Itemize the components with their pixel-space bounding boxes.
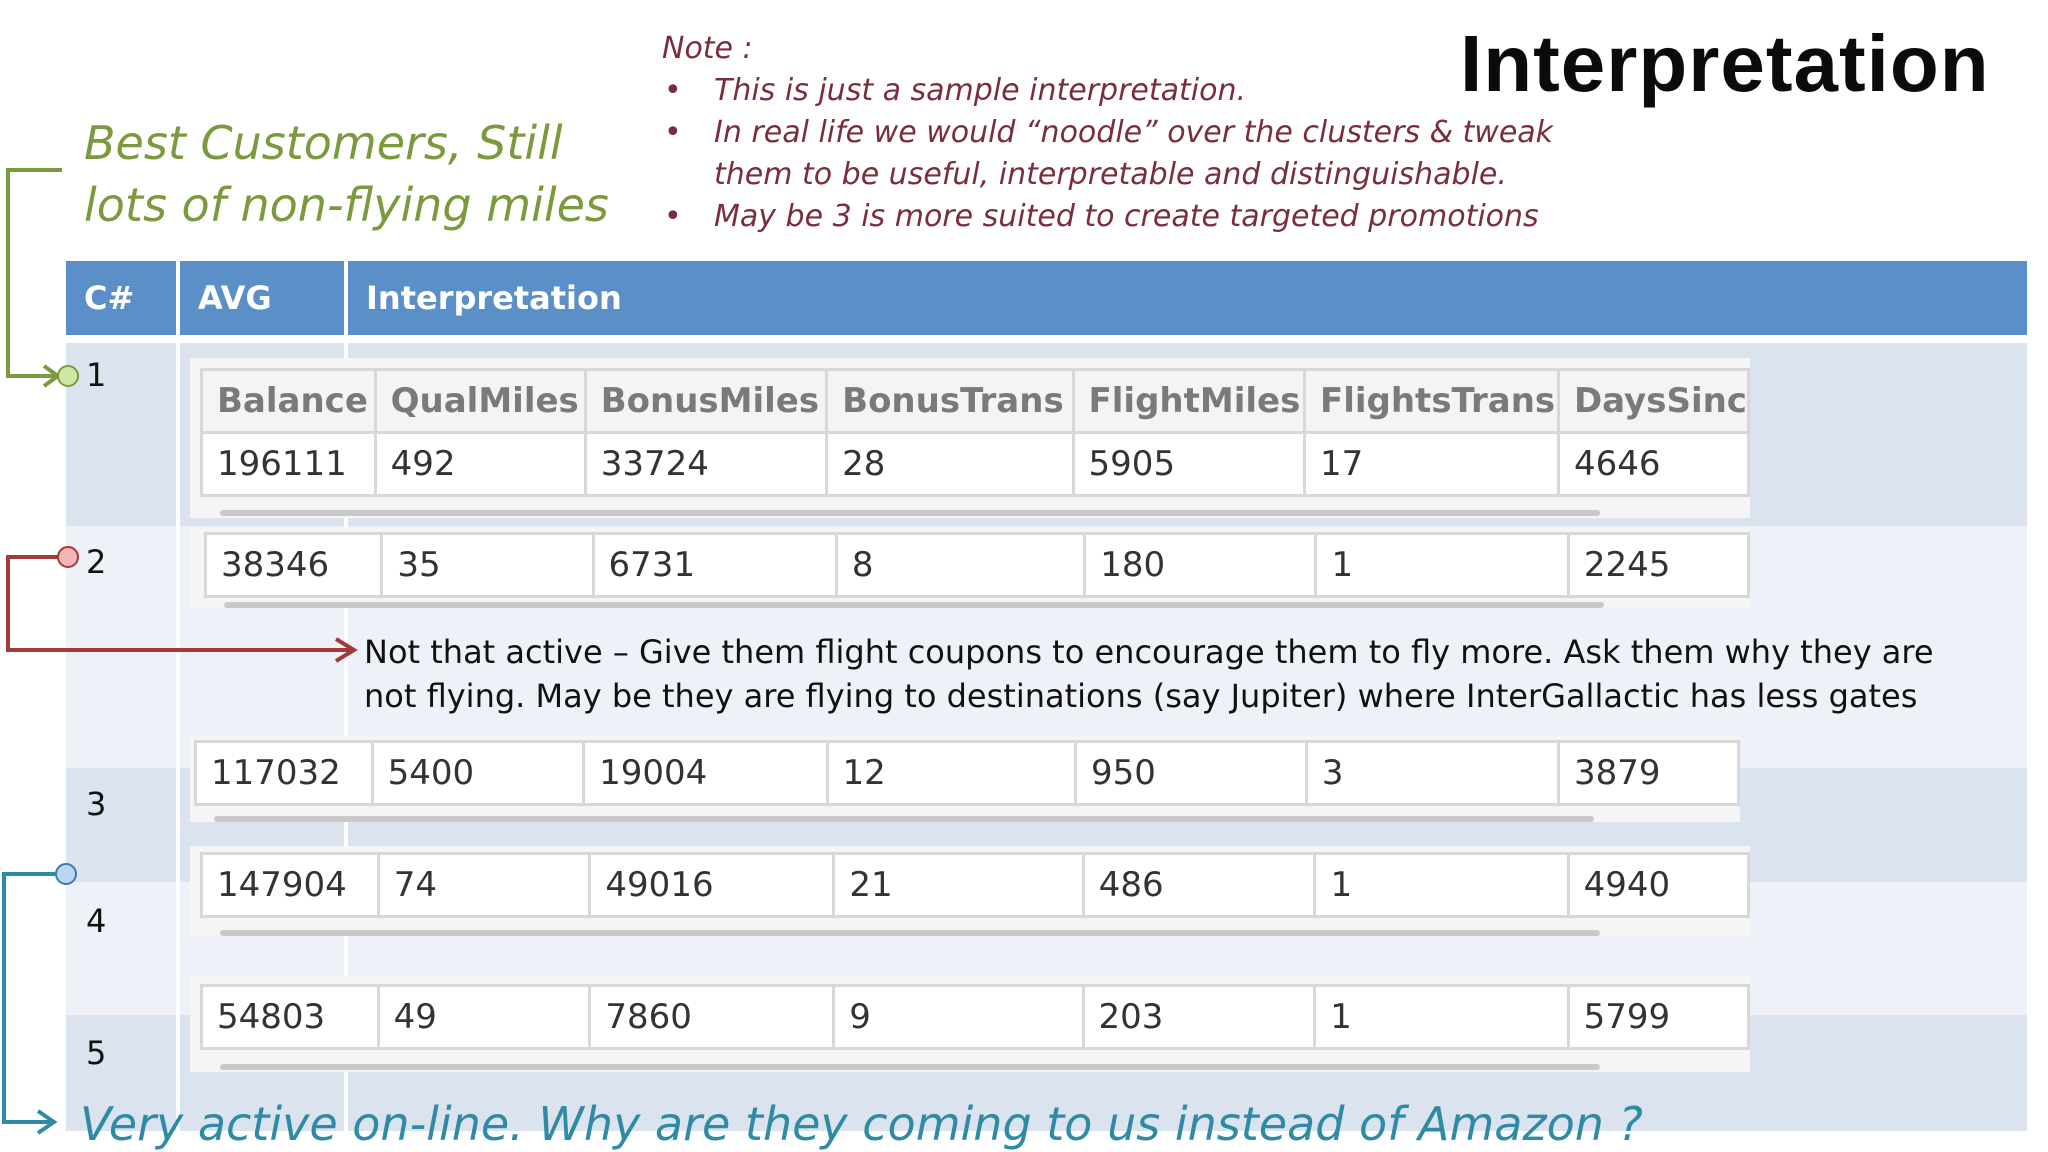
header-interpretation: Interpretation: [366, 279, 622, 317]
cell: 33724: [583, 431, 829, 497]
cell: 4646: [1556, 431, 1751, 497]
stats-grid: 54803 49 7860 9 203 1 5799: [200, 984, 1751, 1050]
note-box: Note : This is just a sample interpretat…: [662, 28, 1594, 238]
red-arrowhead: [334, 637, 358, 663]
very-active-callout: Very active on-line. Why are they coming…: [80, 1097, 1643, 1151]
stats-table-2: 38346 35 6731 8 180 1 2245: [190, 528, 1751, 608]
col-qualmiles: QualMiles: [373, 368, 587, 434]
cell: 35: [380, 532, 595, 598]
row-number-3: 3: [86, 785, 107, 823]
blue-connector: [2, 872, 56, 1124]
cell: 17: [1302, 431, 1560, 497]
cell: 147904: [200, 852, 380, 918]
row-number-2: 2: [86, 543, 107, 581]
scrollbar[interactable]: [224, 602, 1604, 608]
note-item: In real life we would “noodle” over the …: [662, 112, 1594, 196]
cell: 5400: [370, 740, 586, 806]
table-header: C# AVG Interpretation: [66, 261, 2027, 335]
cell: 19004: [582, 740, 829, 806]
column-divider: [176, 343, 180, 1131]
scrollbar[interactable]: [214, 816, 1594, 822]
cell: 12: [825, 740, 1077, 806]
cell: 1: [1313, 984, 1570, 1050]
stats-table-1: Balance QualMiles BonusMiles BonusTrans …: [190, 358, 1751, 518]
row-number-5: 5: [86, 1034, 107, 1072]
cell: 486: [1081, 852, 1317, 918]
cell: 196111: [200, 431, 377, 497]
cell: 1: [1314, 532, 1570, 598]
cell: 21: [832, 852, 1085, 918]
cell: 74: [376, 852, 592, 918]
note-list: This is just a sample interpretation. In…: [662, 70, 1594, 238]
header-divider: [344, 261, 348, 335]
col-bonustrans: BonusTrans: [825, 368, 1075, 434]
scrollbar[interactable]: [220, 930, 1600, 936]
cell: 28: [825, 431, 1075, 497]
row-number-4: 4: [86, 902, 107, 940]
stats-grid: Balance QualMiles BonusMiles BonusTrans …: [200, 368, 1751, 497]
cell: 3: [1304, 740, 1561, 806]
row-number-1: 1: [86, 356, 107, 394]
stats-table-4: 147904 74 49016 21 486 1 4940: [190, 846, 1751, 936]
cell: 5905: [1071, 431, 1306, 497]
not-active-callout: Not that active – Give them flight coupo…: [364, 633, 1934, 715]
note-item: May be 3 is more suited to create target…: [662, 196, 1594, 238]
stats-table-5: 54803 49 7860 9 203 1 5799: [190, 976, 1751, 1072]
cell: 49016: [588, 852, 836, 918]
header-cluster: C#: [84, 279, 135, 317]
cell: 54803: [200, 984, 380, 1050]
blue-arrowhead: [36, 1109, 58, 1135]
cell: 38346: [203, 532, 384, 598]
scrollbar[interactable]: [220, 510, 1600, 516]
cell: 1: [1313, 852, 1570, 918]
cell: 8: [834, 532, 1087, 598]
stats-grid: 38346 35 6731 8 180 1 2245: [203, 532, 1751, 598]
cell: 9: [832, 984, 1085, 1050]
header-divider: [176, 261, 180, 335]
green-endpoint: [57, 365, 79, 387]
cell: 49: [376, 984, 592, 1050]
cell: 203: [1081, 984, 1317, 1050]
red-endpoint: [57, 546, 79, 568]
col-balance: Balance: [200, 368, 377, 434]
cell: 7860: [588, 984, 836, 1050]
col-dayssinc: DaysSinc: [1556, 368, 1751, 434]
cell: 4940: [1566, 852, 1751, 918]
stats-grid: 147904 74 49016 21 486 1 4940: [200, 852, 1751, 918]
cell: 2245: [1566, 532, 1751, 598]
stats-table-3: 117032 5400 19004 12 950 3 3879: [190, 736, 1740, 822]
cell: 950: [1073, 740, 1308, 806]
note-item: This is just a sample interpretation.: [662, 70, 1594, 112]
col-bonusmiles: BonusMiles: [583, 368, 829, 434]
cell: 3879: [1557, 740, 1740, 806]
note-heading: Note :: [662, 31, 753, 66]
col-flightstrans: FlightsTrans: [1302, 368, 1560, 434]
green-connector: [6, 168, 62, 378]
cell: 6731: [591, 532, 838, 598]
best-customers-callout: Best Customers, Still lots of non-flying…: [84, 116, 609, 232]
cell: 492: [373, 431, 587, 497]
blue-endpoint: [55, 863, 77, 885]
red-connector: [6, 555, 352, 652]
scrollbar[interactable]: [220, 1064, 1600, 1070]
header-avg: AVG: [198, 279, 272, 317]
cell: 117032: [194, 740, 374, 806]
stats-grid: 117032 5400 19004 12 950 3 3879: [194, 740, 1740, 806]
cell: 180: [1083, 532, 1318, 598]
col-flightmiles: FlightMiles: [1071, 368, 1306, 434]
cell: 5799: [1566, 984, 1751, 1050]
